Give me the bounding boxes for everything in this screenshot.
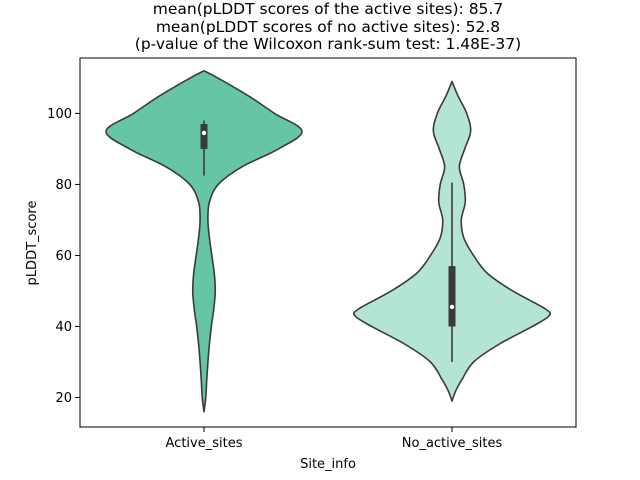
x-axis: Active_sites No_active_sites	[166, 427, 503, 451]
violins-layer	[105, 69, 552, 413]
violin-active-sites	[105, 69, 303, 413]
title-line-3: (p-value of the Wilcoxon rank-sum test: …	[135, 35, 521, 53]
median-marker-active-sites	[201, 130, 207, 136]
y-tick-label-80: 80	[55, 178, 72, 193]
y-tick-label-20: 20	[55, 391, 72, 406]
y-tick-label-100: 100	[47, 107, 72, 122]
x-tick-label-active-sites: Active_sites	[166, 436, 243, 451]
title-line-1: mean(pLDDT scores of the active sites): …	[153, 0, 503, 18]
y-tick-label-40: 40	[55, 320, 72, 335]
title-line-2: mean(pLDDT scores of no active sites): 5…	[156, 18, 500, 36]
iqr-box-active-sites	[200, 124, 208, 149]
median-marker-no-active-sites	[449, 304, 455, 310]
plot-area-frame	[79, 57, 577, 428]
x-tick-label-no-active-sites: No_active_sites	[402, 436, 503, 451]
x-axis-label: Site_info	[300, 457, 356, 472]
boxes-layer	[200, 120, 456, 363]
iqr-box-no-active-sites	[448, 266, 456, 327]
y-tick-label-60: 60	[55, 249, 72, 264]
chart-title: mean(pLDDT scores of the active sites): …	[135, 0, 521, 53]
y-axis: 20 40 60 80 100	[47, 107, 80, 406]
y-axis-label: pLDDT_score	[25, 201, 40, 286]
